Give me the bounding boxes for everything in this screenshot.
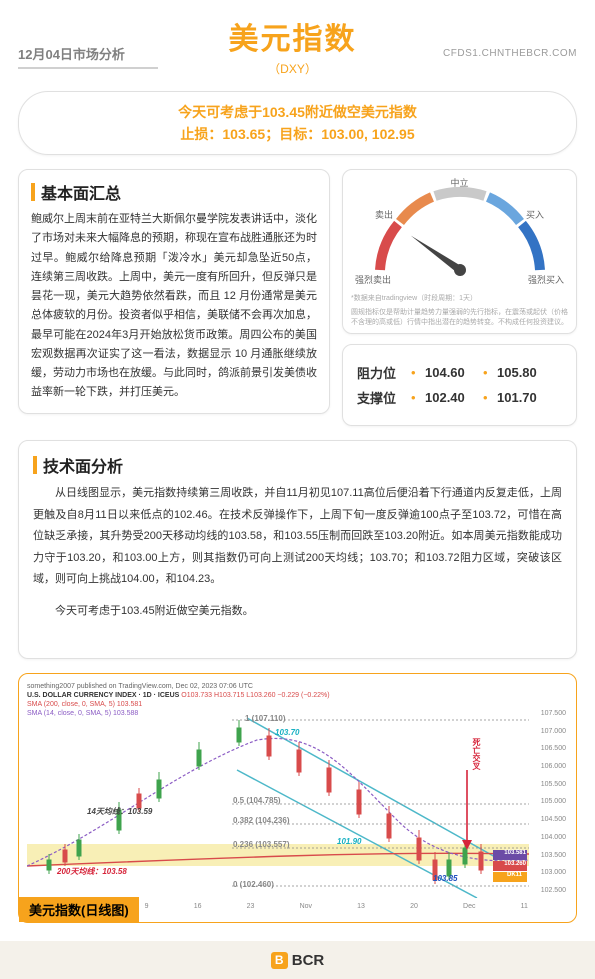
dot-icon: • — [483, 365, 497, 380]
resistance-1: 104.60 — [425, 365, 483, 380]
price-box-1: 103.581 — [504, 850, 526, 856]
date-container: 12月04日市场分析 — [18, 44, 158, 69]
y-tick: 103.500 — [530, 852, 566, 859]
fundamental-text: 鲍威尔上周末前在亚特兰大斯佩尔曼学院发表讲话中，淡化了市场对未来大幅降息的预期，… — [31, 210, 317, 403]
ann-10190: 101.90 — [337, 837, 361, 846]
x-tick: 23 — [247, 903, 255, 910]
dot-icon: • — [411, 390, 425, 405]
y-axis: 107.500 107.000 106.500 106.000 105.500 … — [530, 710, 566, 894]
fundamental-card: 基本面汇总 鲍威尔上周末前在亚特兰大斯佩尔曼学院发表讲话中，淡化了市场对未来大幅… — [18, 169, 330, 414]
fib-05: 0.5 (104.785) — [233, 796, 281, 805]
dot-icon: • — [483, 390, 497, 405]
chart-tag: 美元指数(日线图) — [19, 897, 139, 922]
gauge-sell: 卖出 — [375, 208, 393, 221]
y-tick: 103.000 — [530, 869, 566, 876]
x-tick: 11 — [521, 903, 528, 910]
fib-0382: 0.382 (104.236) — [233, 816, 290, 825]
resistance-row: 阻力位 • 104.60 • 105.80 — [357, 363, 562, 382]
y-tick: 104.500 — [530, 816, 566, 823]
dk-box: DK11 — [507, 872, 522, 878]
gauge-buy: 买入 — [526, 208, 544, 221]
y-tick: 106.500 — [530, 745, 566, 752]
chart-meta-1: something2007 published on TradingView.c… — [27, 682, 568, 691]
gauge-neutral: 中立 — [351, 176, 568, 189]
page-header: 12月04日市场分析 美元指数 （DXY） CFDS1.CHNTHEBCR.CO… — [18, 14, 577, 77]
levels-card: 阻力位 • 104.60 • 105.80 支撑位 • 102.40 • 101… — [342, 344, 577, 426]
fib-0236: 0.236 (103.557) — [233, 840, 290, 849]
gauge-note2: 圆规指标仅是帮助计量趋势力量强弱的先行指标，在震荡或起伏（价格不含理的高或低）行… — [351, 308, 568, 328]
chart-ohlc: O103.733 H103.715 L103.260 −0.229 (−0.22… — [181, 692, 329, 699]
y-tick: 105.500 — [530, 781, 566, 788]
chart-symbol-line: U.S. DOLLAR CURRENCY INDEX · 1D · ICEUS — [27, 692, 179, 699]
technical-para2: 今天可考虑于103.45附近做空美元指数。 — [33, 601, 562, 622]
y-tick: 107.500 — [530, 710, 566, 717]
brand-icon: B — [271, 952, 288, 969]
x-tick: 9 — [145, 903, 149, 910]
y-tick: 104.000 — [530, 834, 566, 841]
url-container: CFDS1.CHNTHEBCR.COM — [427, 48, 577, 59]
chart-sma200: SMA (200, close, 0, SMA, 5) 103.581 — [27, 700, 568, 709]
title-container: 美元指数 （DXY） — [168, 14, 417, 77]
brand-text: BCR — [292, 952, 325, 969]
technical-para1: 从日线图显示，美元指数持续第三周收跌，并自11月初见107.11高位后便沿着下行… — [33, 483, 562, 590]
gauge-strong-sell: 强烈卖出 — [355, 273, 391, 286]
signal-sl-tp: 止损：103.65；目标：103.00, 102.95 — [35, 124, 560, 144]
ann-10385: 103.85 — [433, 874, 457, 883]
gauge-note1: *数据来自tradingview（时段周期：1天） — [351, 294, 568, 304]
chart-card: something2007 published on TradingView.c… — [18, 673, 577, 923]
price-box-2: 103.260 — [504, 861, 526, 867]
dot-icon: • — [411, 365, 425, 380]
resistance-2: 105.80 — [497, 365, 555, 380]
technical-title: 技术面分析 — [33, 453, 562, 477]
fundamental-title: 基本面汇总 — [31, 180, 317, 204]
fib-1: 1 (107.110) — [245, 714, 285, 723]
support-1: 102.40 — [425, 390, 483, 405]
gauge-chart: 强烈卖出 卖出 中立 买入 强烈买入 — [351, 180, 568, 290]
analysis-date: 12月04日市场分析 — [18, 44, 158, 63]
x-tick: 20 — [410, 903, 418, 910]
ann-death-cross: 死亡交叉 — [471, 738, 482, 770]
trade-signal-box: 今天可考虑于103.45附近做空美元指数 止损：103.65；目标：103.00… — [18, 91, 577, 155]
support-label: 支撑位 — [357, 388, 411, 407]
candlestick-chart: something2007 published on TradingView.c… — [27, 682, 568, 914]
y-tick: 102.500 — [530, 887, 566, 894]
signal-entry: 今天可考虑于103.45附近做空美元指数 — [35, 102, 560, 122]
x-tick: Nov — [300, 903, 312, 910]
source-url: CFDS1.CHNTHEBCR.COM — [427, 48, 577, 59]
support-row: 支撑位 • 102.40 • 101.70 — [357, 388, 562, 407]
resistance-label: 阻力位 — [357, 363, 411, 382]
x-tick: 13 — [357, 903, 365, 910]
y-tick: 105.000 — [530, 798, 566, 805]
fib-0: 0 (102.460) — [233, 880, 274, 889]
y-tick: 107.000 — [530, 728, 566, 735]
gauge-strong-buy: 强烈买入 — [528, 273, 564, 286]
brand-logo: B BCR — [271, 952, 325, 969]
sentiment-gauge-card: 强烈卖出 卖出 中立 买入 强烈买入 *数据来自tradingview（时段周期… — [342, 169, 577, 334]
ann-ma200: 200天均线：103.58 — [57, 866, 127, 877]
x-tick: 16 — [194, 903, 202, 910]
technical-card: 技术面分析 从日线图显示，美元指数持续第三周收跌，并自11月初见107.11高位… — [18, 440, 577, 659]
x-tick: Dec — [463, 903, 475, 910]
main-title: 美元指数 — [168, 14, 417, 58]
y-tick: 106.000 — [530, 763, 566, 770]
support-2: 101.70 — [497, 390, 555, 405]
ann-ma14: 14天均线：103.59 — [87, 806, 152, 817]
ann-10370: 103.70 — [275, 728, 299, 737]
page-footer: B BCR — [0, 941, 595, 979]
ticker-subtitle: （DXY） — [168, 60, 417, 77]
